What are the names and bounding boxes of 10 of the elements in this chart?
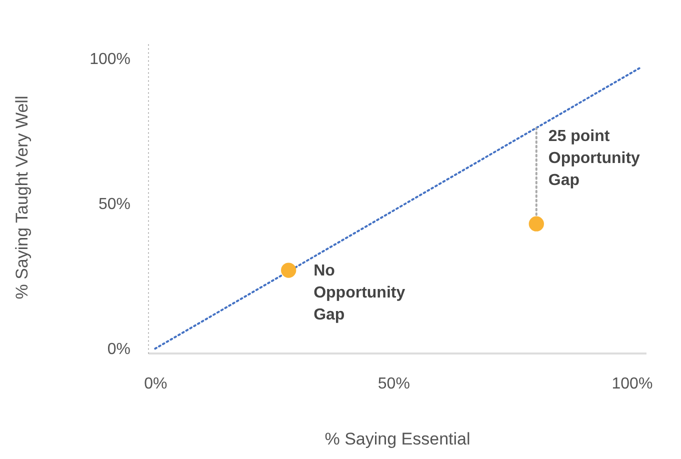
y-tick-label: 50% <box>98 196 130 214</box>
annotation: No Opportunity Gap <box>314 262 406 324</box>
x-tick-label: 100% <box>612 376 653 392</box>
x-tick-label: 0% <box>144 376 168 392</box>
y-tick-label: 0% <box>107 341 130 358</box>
x-tick-label: 50% <box>378 376 410 392</box>
x-axis-title: % Saying Essential <box>324 430 470 448</box>
y-axis-title: % Saying Taught Very Well <box>12 96 32 300</box>
annotation: 25 point Opportunity Gap <box>548 128 640 190</box>
y-tick-label: 100% <box>90 50 130 68</box>
